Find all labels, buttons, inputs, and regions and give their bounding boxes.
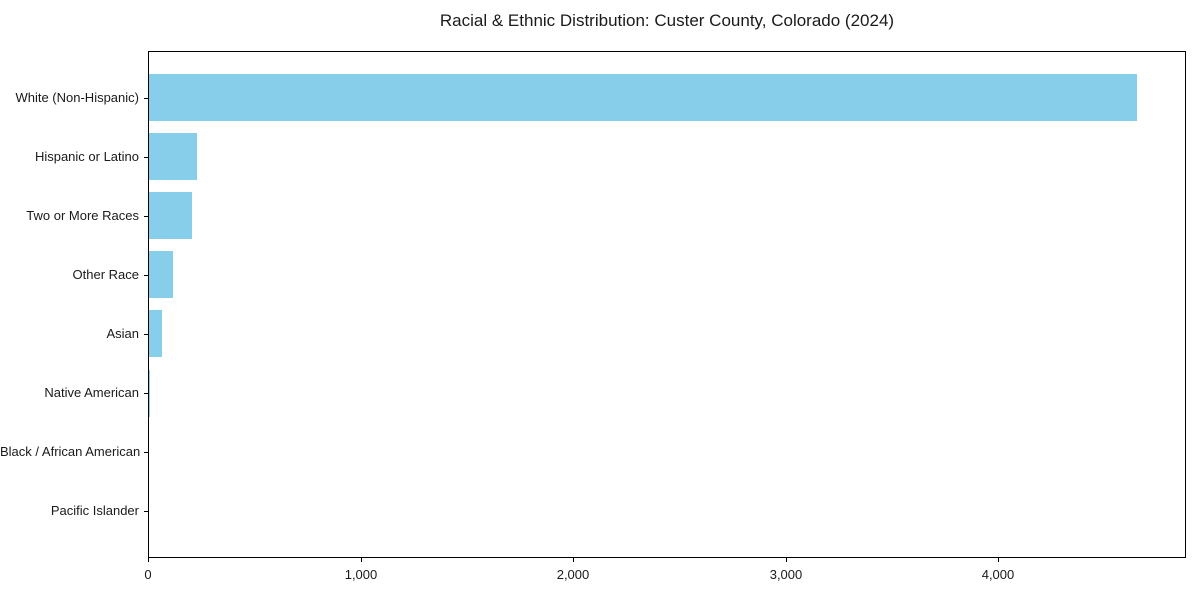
y-tick-mark xyxy=(144,511,148,512)
y-tick-mark xyxy=(144,98,148,99)
chart-title: Racial & Ethnic Distribution: Custer Cou… xyxy=(439,11,895,30)
x-tick-label: 2,000 xyxy=(556,567,590,582)
y-tick-mark xyxy=(144,216,148,217)
y-tick-mark xyxy=(144,452,148,453)
bar-other-race xyxy=(149,251,173,298)
y-axis-label: White (Non-Hispanic) xyxy=(15,89,139,105)
y-axis-label: Pacific Islander xyxy=(50,503,139,519)
y-tick-mark xyxy=(144,157,148,158)
x-tick-mark xyxy=(361,558,362,562)
bar-native-american xyxy=(149,370,150,417)
plot-area xyxy=(148,51,1186,558)
x-tick-label: 3,000 xyxy=(769,567,803,582)
y-axis-label: Hispanic or Latino xyxy=(34,148,139,164)
y-axis-label: Other Race xyxy=(72,266,139,282)
y-tick-mark xyxy=(144,393,148,394)
y-tick-mark xyxy=(144,275,148,276)
y-axis-label: Black / African American xyxy=(0,444,141,460)
x-tick-mark xyxy=(573,558,574,562)
x-tick-label: 1,000 xyxy=(344,567,378,582)
x-tick-mark xyxy=(786,558,787,562)
y-axis-label: Asian xyxy=(106,326,139,342)
bar-two-or-more-races xyxy=(149,192,192,239)
bar-asian xyxy=(149,310,162,357)
y-tick-mark xyxy=(144,334,148,335)
x-tick-mark xyxy=(148,558,149,562)
x-tick-label: 0 xyxy=(144,567,152,582)
bar-hispanic-or-latino xyxy=(149,133,197,180)
x-tick-label: 4,000 xyxy=(981,567,1015,582)
y-axis-label: Two or More Races xyxy=(26,207,139,223)
y-axis-label: Native American xyxy=(44,385,139,401)
bar-white-non-hispanic xyxy=(149,74,1137,121)
x-tick-mark xyxy=(998,558,999,562)
